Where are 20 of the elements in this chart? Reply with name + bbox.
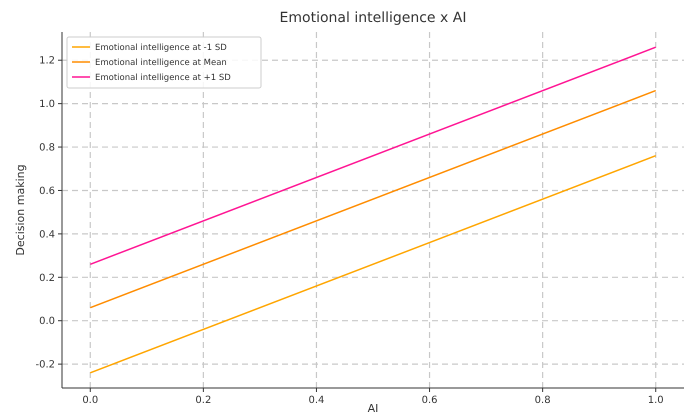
legend-label: Emotional intelligence at +1 SD (95, 73, 232, 83)
legend-label: Emotional intelligence at -1 SD (95, 43, 228, 53)
y-tick-label: 0.6 (39, 186, 55, 197)
y-tick-label: 0.0 (39, 316, 55, 328)
x-tick-label: 0.0 (82, 395, 98, 406)
y-tick-label: 0.4 (39, 229, 55, 240)
y-axis-title: Decision making (14, 164, 27, 256)
y-tick-label: 0.8 (39, 142, 55, 154)
x-tick-label: 0.4 (308, 395, 324, 406)
y-tick-label: 0.2 (39, 272, 55, 284)
x-tick-label: 0.8 (534, 395, 551, 406)
x-axis-title: AI (368, 402, 378, 414)
chart-title: Emotional intelligence x AI (280, 10, 466, 26)
y-tick-label: -0.2 (35, 360, 55, 371)
x-tick-label: 0.2 (195, 395, 212, 406)
x-tick-label: 1.0 (648, 395, 664, 406)
y-tick-label: 1.0 (39, 99, 55, 110)
legend-label: Emotional intelligence at Mean (95, 58, 227, 68)
y-tick-label: 1.2 (39, 56, 55, 67)
x-tick-label: 0.6 (422, 395, 438, 406)
